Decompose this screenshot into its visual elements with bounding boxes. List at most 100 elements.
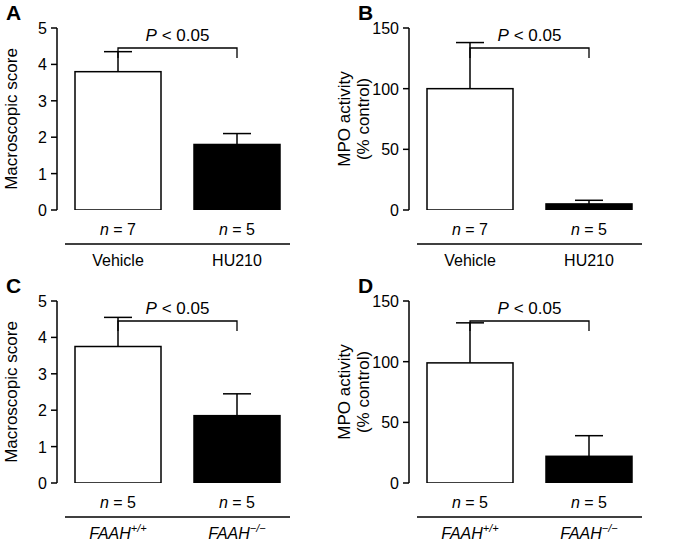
y-tick-label: 0 — [38, 202, 47, 219]
n-label: n = 7 — [100, 221, 136, 238]
y-axis-label: Macroscopic score — [2, 48, 21, 190]
y-tick — [51, 409, 57, 411]
text-part: < 0.05 — [157, 26, 209, 45]
group-underline — [65, 243, 290, 244]
text-part: = 5 — [580, 221, 607, 238]
x-tick-label: HU210 — [212, 252, 262, 269]
text-part: P — [498, 26, 510, 45]
panel: D050100150MPO activity(% control)P < 0.0… — [335, 274, 642, 542]
y-tick-label: 0 — [38, 475, 47, 492]
y-tick-label: 3 — [38, 366, 47, 383]
bars — [427, 323, 632, 483]
y-tick — [51, 482, 57, 484]
text-part: = 5 — [461, 494, 488, 511]
x-tick-label: Vehicle — [444, 252, 496, 269]
error-cap — [223, 133, 251, 135]
text-part: −/− — [602, 522, 618, 534]
y-tick-label: 4 — [38, 56, 47, 73]
error-cap — [104, 317, 132, 319]
figure: A012345Macroscopic scoreP < 0.05n = 7n =… — [0, 0, 700, 550]
significance-bracket — [470, 48, 589, 58]
y-axis — [408, 301, 410, 483]
y-axis — [56, 301, 58, 483]
y-tick — [403, 482, 409, 484]
x-tick-label: FAAH+/+ — [441, 522, 499, 542]
text-part: = 7 — [461, 221, 488, 238]
text-part: n — [571, 221, 580, 238]
text-part: = 7 — [109, 221, 136, 238]
y-tick-label: 3 — [38, 93, 47, 110]
panel: C012345Macroscopic scoreP < 0.05n = 5n =… — [2, 274, 290, 542]
y-axis-label: MPO activity — [335, 71, 354, 167]
text-part: FAAH — [89, 525, 131, 542]
y-axis — [56, 28, 58, 210]
significance-bracket — [118, 48, 237, 58]
text-part: FAAH — [441, 525, 483, 542]
y-tick — [51, 446, 57, 448]
bar — [194, 144, 280, 210]
x-tick-label: FAAH−/− — [560, 522, 618, 542]
y-tick — [51, 100, 57, 102]
bar — [75, 347, 161, 484]
y-tick-label: 1 — [38, 439, 47, 456]
text-part: < 0.05 — [157, 299, 209, 318]
text-part: < 0.05 — [509, 299, 561, 318]
bar — [194, 416, 280, 483]
significance-bracket — [118, 321, 237, 331]
y-tick — [51, 64, 57, 66]
y-tick-label: 150 — [372, 293, 399, 310]
y-tick — [51, 27, 57, 29]
y-tick-label: 2 — [38, 129, 47, 146]
x-tick-label: FAAH+/+ — [89, 522, 147, 542]
y-tick-label: 0 — [390, 202, 399, 219]
text-part: n — [452, 221, 461, 238]
y-tick — [403, 88, 409, 90]
text-part: n — [219, 221, 228, 238]
error-bar — [236, 394, 238, 416]
text-part: FAAH — [560, 525, 602, 542]
y-tick — [51, 173, 57, 175]
y-tick-label: 1 — [38, 166, 47, 183]
annotation: P < 0.05 — [498, 26, 562, 45]
group-underline — [65, 516, 290, 517]
annotation: P < 0.05 — [146, 26, 210, 45]
y-tick — [51, 209, 57, 211]
y-tick — [403, 27, 409, 29]
text-part: = 5 — [109, 494, 136, 511]
y-axis-label: (% control) — [354, 78, 373, 160]
y-axis-label: (% control) — [354, 351, 373, 433]
text-part: n — [571, 494, 580, 511]
panel: A012345Macroscopic scoreP < 0.05n = 7n =… — [2, 1, 290, 269]
y-tick-label: 150 — [372, 20, 399, 37]
error-cap — [456, 42, 484, 44]
bar — [427, 89, 513, 210]
annotation: P < 0.05 — [498, 299, 562, 318]
text-part: = 5 — [228, 494, 255, 511]
text-part: +/+ — [483, 522, 499, 534]
group-underline — [417, 516, 642, 517]
text-part: FAAH — [208, 525, 250, 542]
text-part: P — [146, 299, 158, 318]
y-tick-label: 5 — [38, 20, 47, 37]
bars — [75, 317, 280, 483]
bars — [75, 52, 280, 210]
panel-label: D — [358, 274, 373, 297]
y-tick-label: 5 — [38, 293, 47, 310]
y-tick — [403, 209, 409, 211]
y-tick-label: 2 — [38, 402, 47, 419]
text-part: n — [100, 494, 109, 511]
y-tick-label: 50 — [381, 414, 399, 431]
n-label: n = 5 — [452, 494, 488, 511]
bar — [75, 72, 161, 210]
bars — [427, 43, 632, 210]
x-tick-label: FAAH−/− — [208, 522, 266, 542]
x-tick-label: Vehicle — [92, 252, 144, 269]
bar — [427, 363, 513, 483]
error-bar — [236, 134, 238, 145]
y-tick-label: 4 — [38, 329, 47, 346]
bar — [546, 204, 632, 210]
text-part: < 0.05 — [509, 26, 561, 45]
group-underline — [417, 243, 642, 244]
y-tick-label: 0 — [390, 475, 399, 492]
error-bar — [588, 436, 590, 457]
